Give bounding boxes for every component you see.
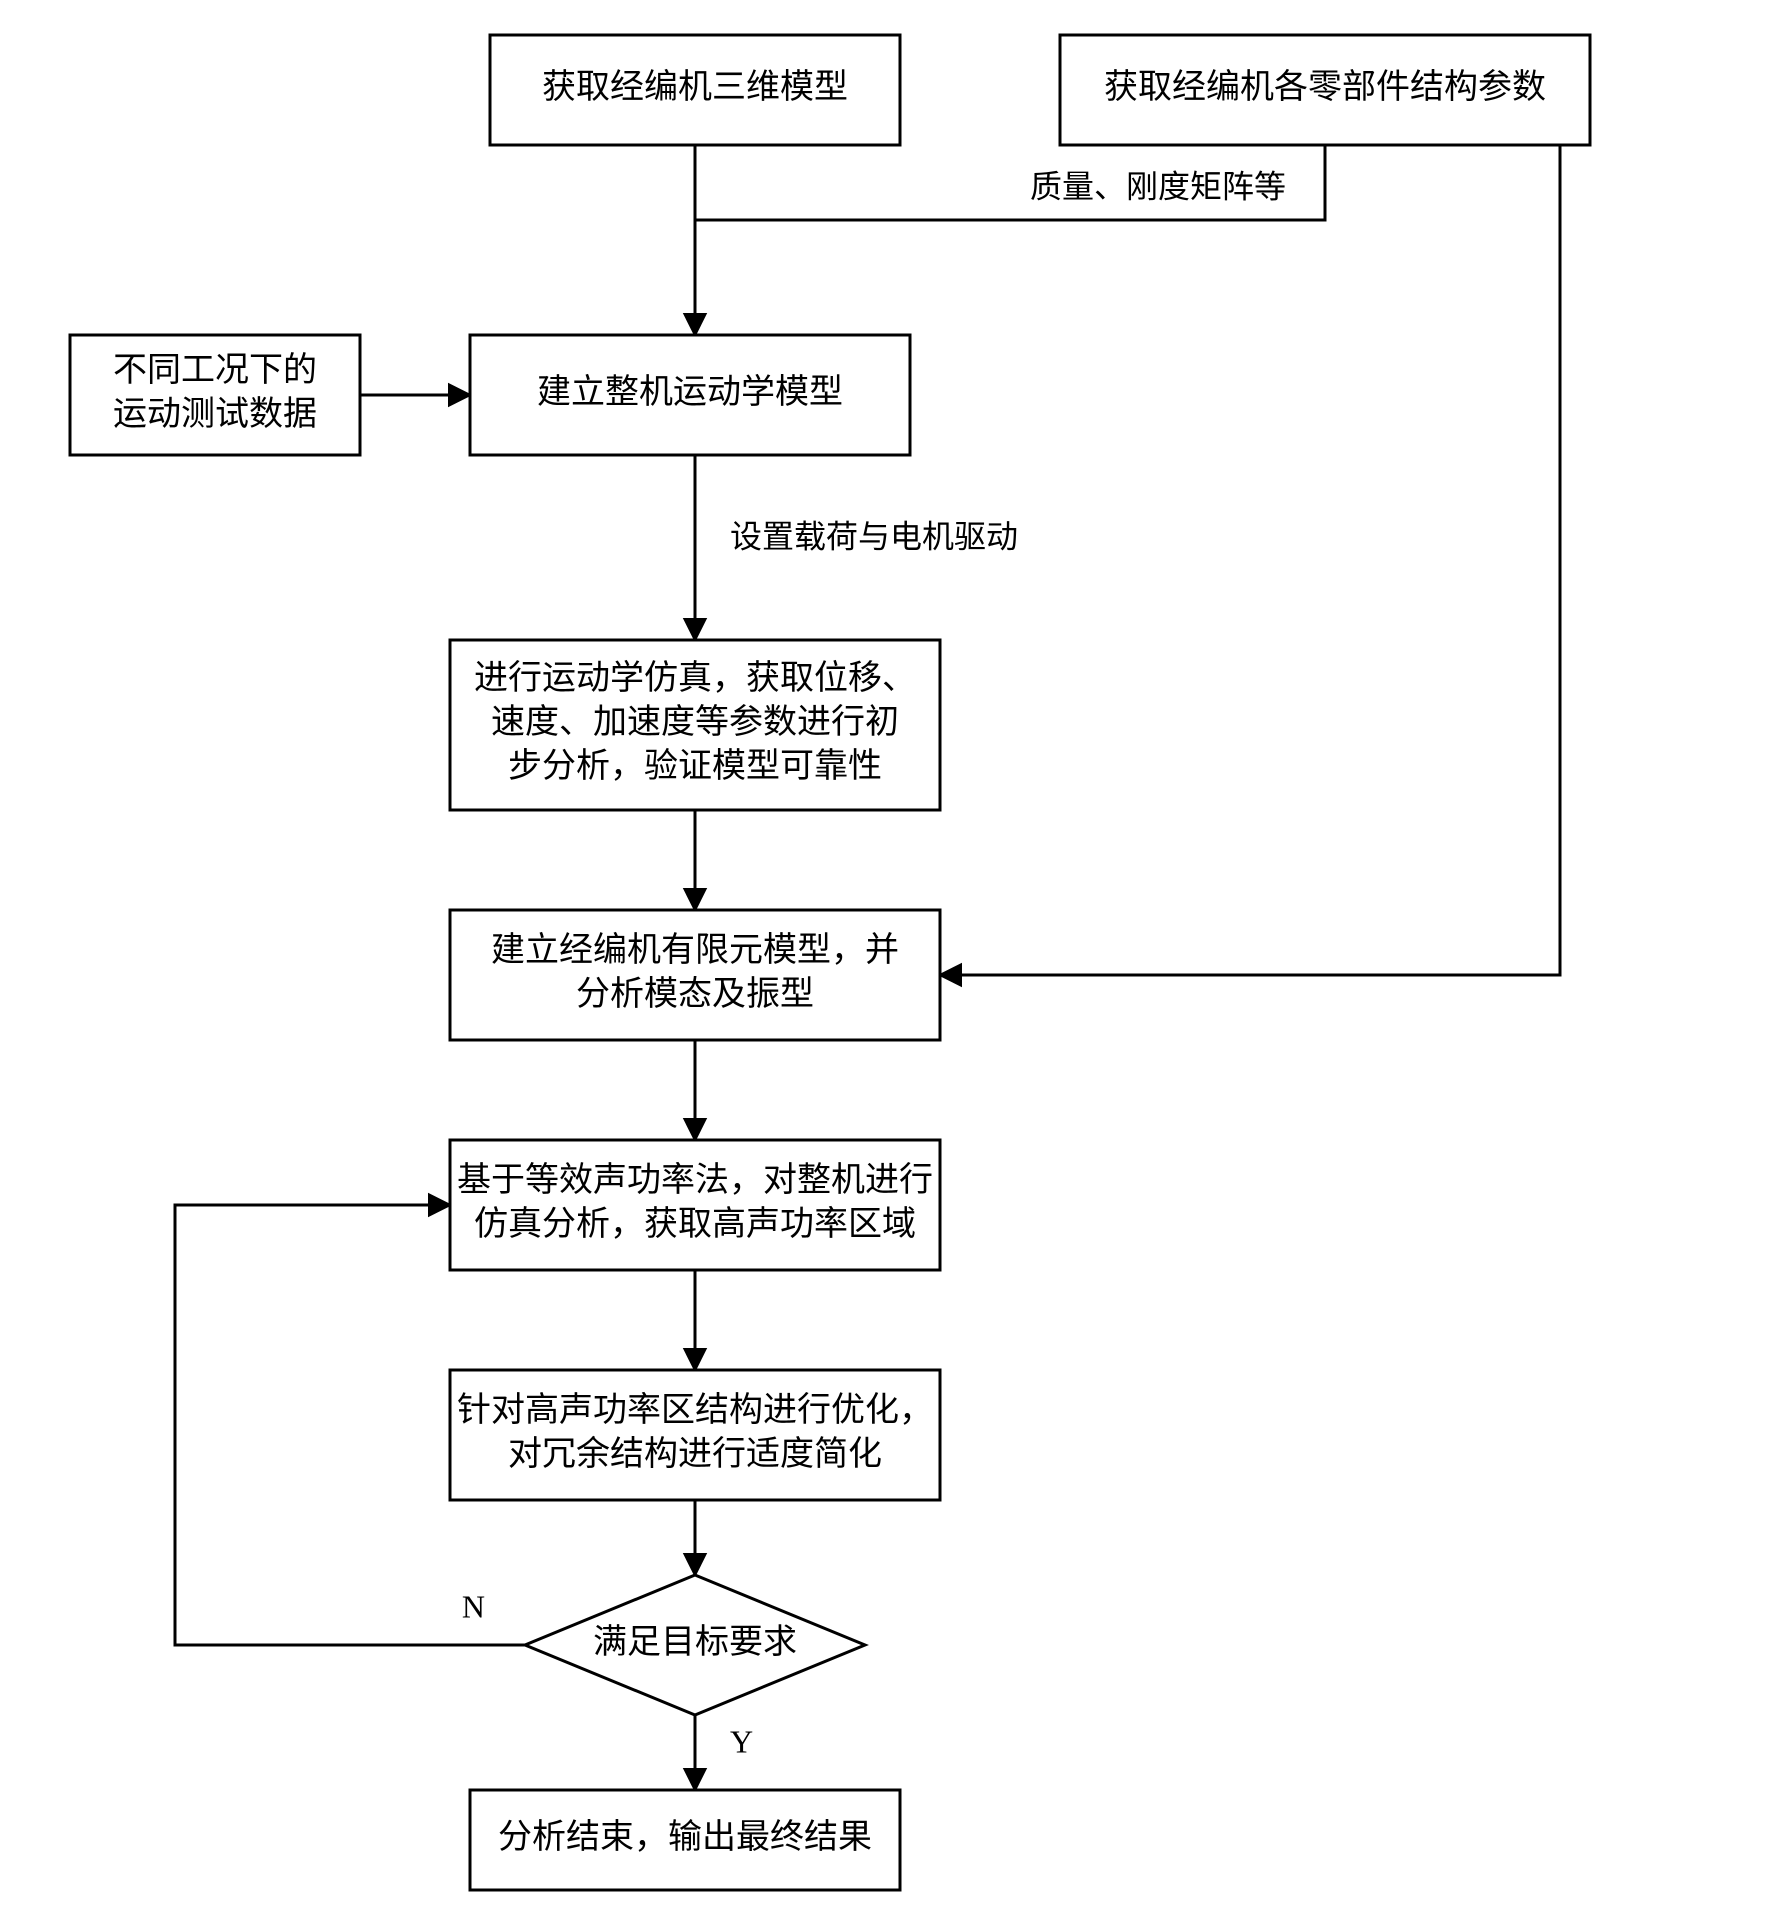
node-label-n3-line1: 运动测试数据 <box>113 395 317 433</box>
edge-label-e2: 质量、刚度矩阵等 <box>1030 168 1286 204</box>
node-label-n5-line0: 进行运动学仿真，获取位移、 <box>474 659 916 697</box>
node-label-n8-line1: 对冗余结构进行适度简化 <box>508 1435 882 1473</box>
node-label-n7-line0: 基于等效声功率法，对整机进行 <box>457 1161 933 1199</box>
node-label-n6-line1: 分析模态及振型 <box>576 975 814 1013</box>
node-label-n6-line0: 建立经编机有限元模型，并 <box>491 931 899 969</box>
node-label-n10-line0: 分析结束，输出最终结果 <box>498 1818 872 1856</box>
node-label-n1-line0: 获取经编机三维模型 <box>542 68 848 106</box>
node-label-n5-line1: 速度、加速度等参数进行初 <box>491 703 899 741</box>
node-label-n2-line0: 获取经编机各零部件结构参数 <box>1104 68 1546 106</box>
flowchart-canvas: 质量、刚度矩阵等设置载荷与电机驱动 N Y 获取经编机三维模型 获取经编机各零部件结构参… <box>0 0 1771 1930</box>
node-label-n3-line0: 不同工况下的 <box>113 351 317 389</box>
edge-label-e11: Y <box>730 1723 753 1759</box>
node-label-n5-line2: 步分析，验证模型可靠性 <box>508 747 882 785</box>
node-label-n7-line1: 仿真分析，获取高声功率区域 <box>474 1205 916 1243</box>
edge-label-e4: 设置载荷与电机驱动 <box>730 518 1018 554</box>
node-label-n9-line0: 满足目标要求 <box>593 1623 797 1661</box>
node-label-n4-line0: 建立整机运动学模型 <box>537 373 843 411</box>
edge-label-e10: N <box>462 1588 485 1624</box>
edge-e6 <box>940 145 1560 975</box>
node-label-n8-line0: 针对高声功率区结构进行优化， <box>457 1391 933 1429</box>
